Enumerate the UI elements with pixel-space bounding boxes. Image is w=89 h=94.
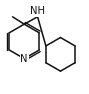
Text: N: N <box>20 54 28 64</box>
Text: NH: NH <box>30 6 45 16</box>
